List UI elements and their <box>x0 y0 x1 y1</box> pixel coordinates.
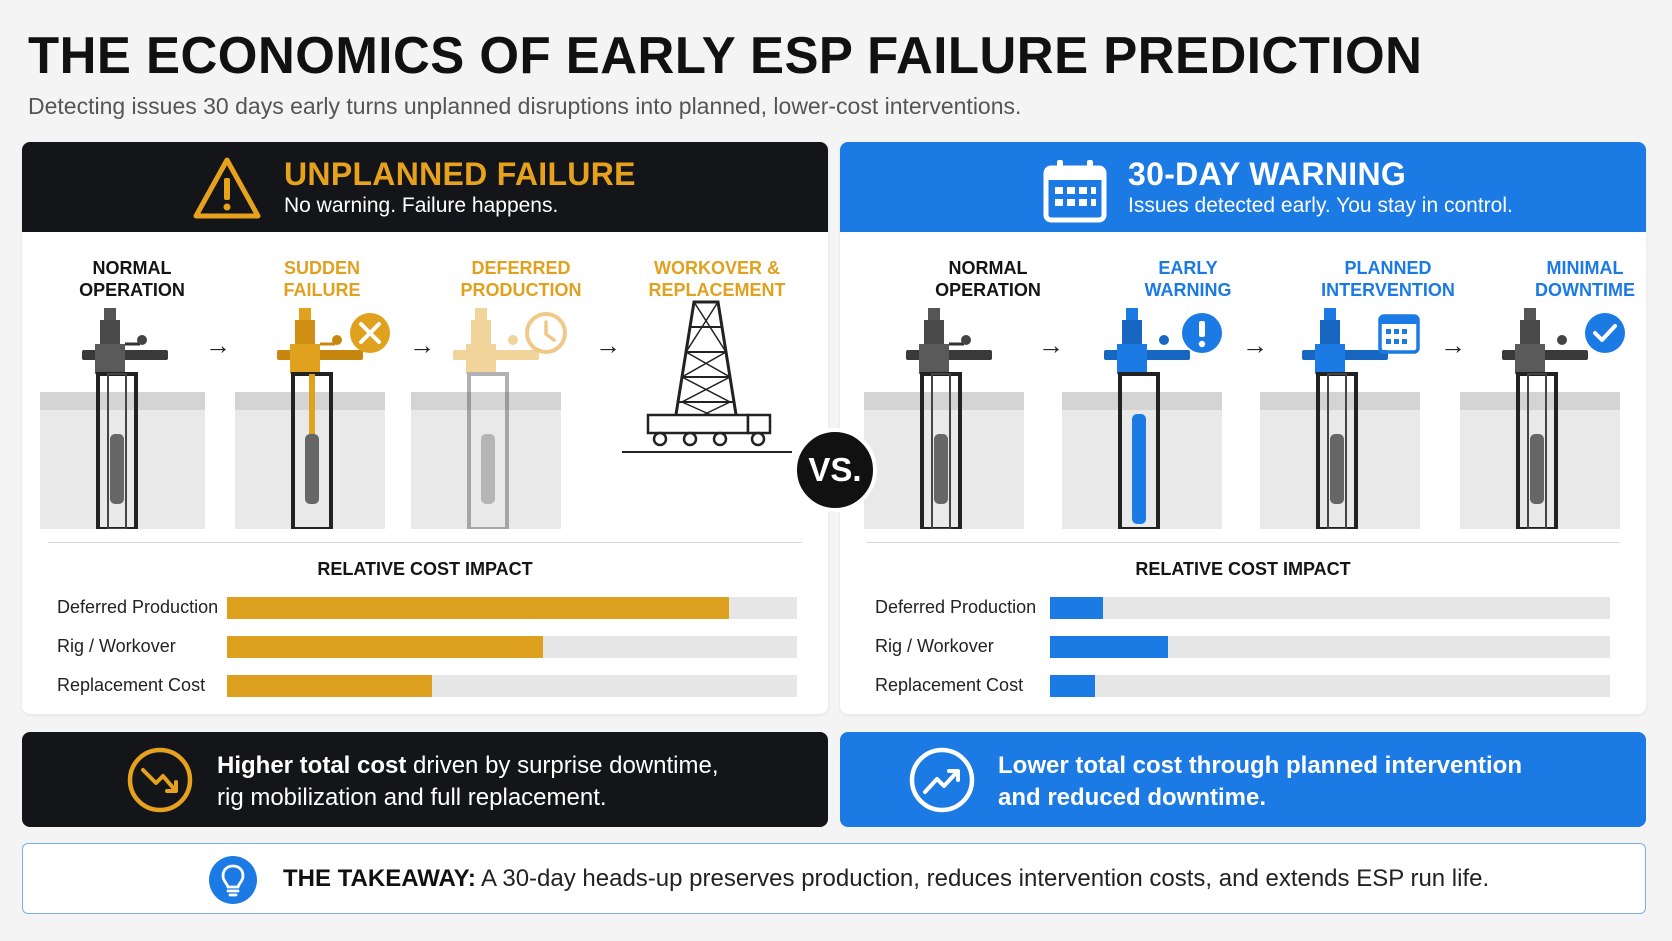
cost-track <box>1050 675 1610 697</box>
cost-impact-title: RELATIVE COST IMPACT <box>1135 559 1351 579</box>
section-divider <box>866 542 1620 543</box>
stage-line2: DOWNTIME <box>1535 280 1635 300</box>
stage-line1: NORMAL <box>948 258 1028 278</box>
stage-line2: OPERATION <box>79 280 185 300</box>
cost-bar <box>227 675 433 697</box>
page-title: THE ECONOMICS OF EARLY ESP FAILURE PREDI… <box>28 27 1423 85</box>
flow-arrow: → <box>409 330 435 360</box>
clock-icon <box>525 312 567 354</box>
cost-row-deferred-production: Deferred Production <box>22 595 828 621</box>
cost-track <box>227 636 797 658</box>
stage-line2: OPERATION <box>935 280 1041 300</box>
calendar-icon <box>1043 160 1107 223</box>
workover-rig-icon <box>622 300 792 453</box>
cost-label: Rig / Workover <box>57 636 176 656</box>
takeaway-box: THE TAKEAWAY: A 30-day heads-up preserve… <box>22 843 1646 914</box>
cost-row-replacement-cost: Replacement Cost <box>22 673 828 699</box>
stage-label-minimal-downtime: MINIMAL DOWNTIME <box>1500 257 1646 301</box>
cost-row-rig-workover: Rig / Workover <box>22 634 828 660</box>
restored-esp-well-icon <box>1460 308 1625 529</box>
stage-line2: PRODUCTION <box>460 280 582 300</box>
summary-text: Lower total cost through planned interve… <box>998 750 1558 814</box>
stage-line1: DEFERRED <box>471 258 571 278</box>
stage-label-workover-replacement: WORKOVER & REPLACEMENT <box>632 257 802 301</box>
unplanned-failure-panel: UNPLANNED FAILURE No warning. Failure ha… <box>22 142 828 714</box>
panel-subtitle: Issues detected early. You stay in contr… <box>1128 194 1513 217</box>
flow-arrow: → <box>205 330 231 360</box>
trend-down-icon <box>127 747 193 813</box>
cost-bar <box>227 636 544 658</box>
takeaway-text: A 30-day heads-up preserves production, … <box>481 865 1490 892</box>
cost-track <box>227 675 797 697</box>
stage-line1: SUDDEN <box>283 258 360 278</box>
cost-bar <box>1050 675 1095 697</box>
cost-impact-title: RELATIVE COST IMPACT <box>317 559 533 579</box>
esp-well-icon <box>40 308 205 529</box>
warning-summary: Lower total cost through planned interve… <box>840 732 1646 827</box>
vs-badge: VS. <box>793 428 877 512</box>
lightbulb-icon <box>209 856 257 904</box>
panel-title: UNPLANNED FAILURE <box>284 156 636 192</box>
failed-esp-well-icon <box>235 308 390 529</box>
cost-row-deferred-production: Deferred Production <box>840 595 1646 621</box>
summary-line1: Lower total cost through planned interve… <box>998 752 1523 779</box>
panel-title: 30-DAY WARNING <box>1128 156 1407 192</box>
cost-label: Deferred Production <box>875 597 1037 617</box>
stage-label-deferred-production: DEFERRED PRODUCTION <box>436 257 606 301</box>
stage-line1: MINIMAL <box>1546 258 1624 278</box>
cost-label: Rig / Workover <box>875 636 994 656</box>
cost-label: Replacement Cost <box>875 675 1024 695</box>
stage-label-normal-operation: NORMAL OPERATION <box>903 257 1073 301</box>
cost-label: Deferred Production <box>57 597 219 617</box>
warning-esp-well-icon <box>1062 308 1222 529</box>
idle-esp-well-icon <box>411 308 567 529</box>
cost-row-rig-workover: Rig / Workover <box>840 634 1646 660</box>
flow-arrow: → <box>1440 330 1466 360</box>
cost-label: Replacement Cost <box>57 675 206 695</box>
cost-row-replacement-cost: Replacement Cost <box>840 673 1646 699</box>
thirty-day-warning-panel: 30-DAY WARNING Issues detected early. Yo… <box>840 142 1646 714</box>
stage-line1: WORKOVER & <box>654 258 780 278</box>
panel-subtitle: No warning. Failure happens. <box>284 194 559 217</box>
calendar-icon <box>1378 314 1420 354</box>
esp-well-icon <box>864 308 1024 529</box>
panel-header: 30-DAY WARNING Issues detected early. Yo… <box>840 142 1646 232</box>
stage-line2: WARNING <box>1144 280 1232 300</box>
summary-line2: and reduced downtime. <box>998 784 1267 811</box>
stage-line2: FAILURE <box>283 280 361 300</box>
stage-line2: INTERVENTION <box>1321 280 1455 300</box>
summary-text: Higher total cost driven by surprise dow… <box>217 750 777 814</box>
cost-bar <box>1050 636 1168 658</box>
summary-emphasis: Higher total cost <box>217 752 407 779</box>
stage-label-early-warning: EARLY WARNING <box>1103 257 1273 301</box>
flow-arrow: → <box>1038 330 1064 360</box>
section-divider <box>48 542 802 543</box>
stage-line1: EARLY <box>1158 258 1218 278</box>
cost-bar <box>1050 597 1104 619</box>
flow-arrow: → <box>1242 330 1268 360</box>
stage-label-sudden-failure: SUDDEN FAILURE <box>237 257 407 301</box>
stage-line1: NORMAL <box>92 258 172 278</box>
page-subtitle: Detecting issues 30 days early turns unp… <box>28 93 1022 119</box>
cost-bar <box>227 597 729 619</box>
warning-triangle-icon <box>193 157 261 219</box>
cost-track <box>227 597 797 619</box>
stage-line2: REPLACEMENT <box>648 280 786 300</box>
cost-track <box>1050 597 1610 619</box>
stage-label-normal-operation: NORMAL OPERATION <box>47 257 217 301</box>
takeaway-label: THE TAKEAWAY: <box>283 865 476 892</box>
stage-label-planned-intervention: PLANNED INTERVENTION <box>1303 257 1473 301</box>
summary-rest: driven by surprise downtime, <box>406 752 719 779</box>
panel-header: UNPLANNED FAILURE No warning. Failure ha… <box>22 142 828 232</box>
stage-line1: PLANNED <box>1344 258 1432 278</box>
trend-up-icon <box>909 747 975 813</box>
check-circle-icon <box>1585 313 1625 353</box>
cost-track <box>1050 636 1610 658</box>
flow-arrow: → <box>595 330 621 360</box>
planned-esp-well-icon <box>1260 308 1420 529</box>
summary-line2: rig mobilization and full replacement. <box>217 784 607 811</box>
unplanned-summary: Higher total cost driven by surprise dow… <box>22 732 828 827</box>
